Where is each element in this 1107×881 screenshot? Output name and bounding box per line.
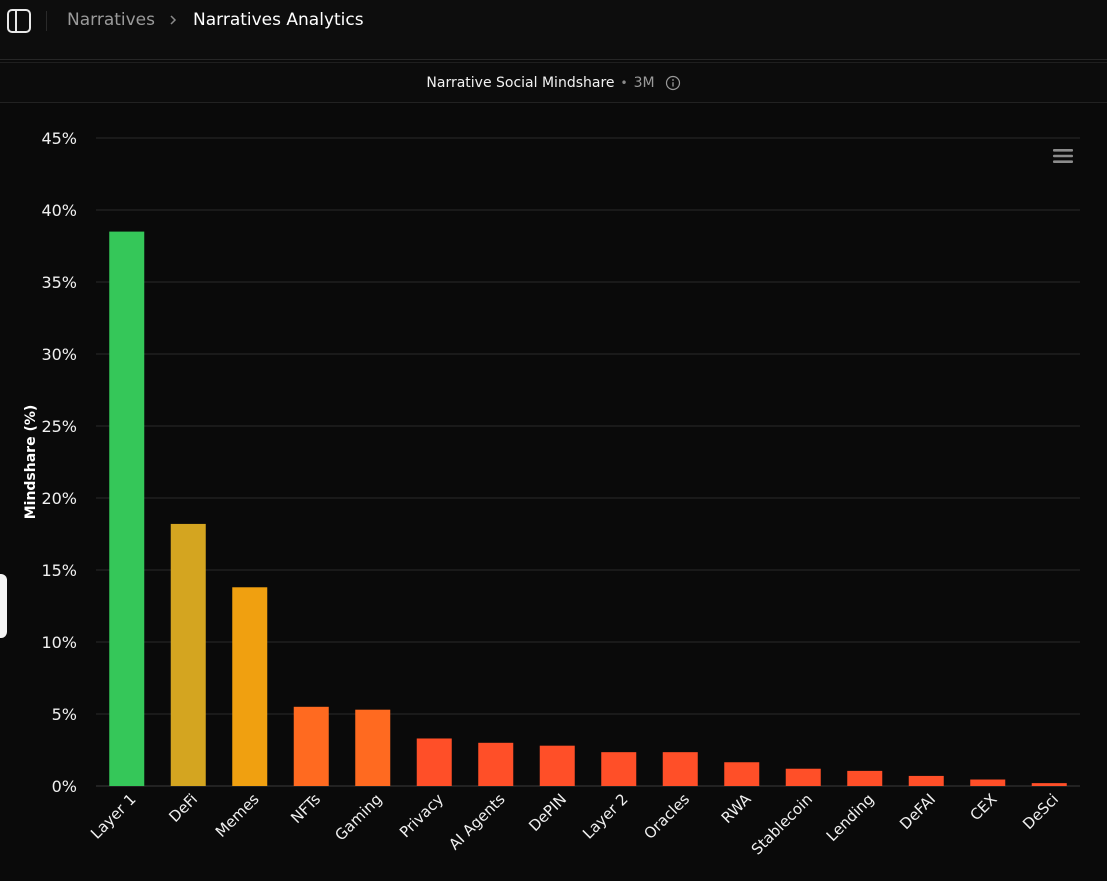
top-bar: Narratives Narratives Analytics [0,0,1107,60]
y-tick-label: 5% [52,705,77,724]
bar [601,752,637,786]
sidebar-panel-icon[interactable] [6,8,32,34]
x-tick-label: Gaming [331,790,385,844]
bar [109,231,145,787]
x-tick-label: Layer 2 [579,790,631,842]
x-tick-label: DeSci [1019,790,1062,833]
y-tick-label: 45% [41,129,77,148]
bar [785,768,821,786]
x-tick-label: DeFi [165,790,201,826]
x-tick-label: DeFAI [896,790,939,833]
y-tick-label: 20% [41,489,77,508]
toolbar-divider [46,11,47,31]
y-tick-label: 15% [41,561,77,580]
chart-header: Narrative Social Mindshare • 3M [0,63,1107,103]
breadcrumb-current: Narratives Analytics [193,10,364,30]
side-drawer-handle[interactable] [0,574,7,638]
chevron-right-icon [166,11,180,29]
bar [724,762,760,786]
x-tick-label: DePIN [525,790,570,835]
y-tick-label: 25% [41,417,77,436]
bar [908,775,944,786]
bar [293,706,329,786]
chart-title: Narrative Social Mindshare [426,74,615,91]
y-tick-label: 10% [41,633,77,652]
y-axis-title: Mindshare (%) [23,405,39,520]
bar [232,587,268,786]
bar [478,742,514,786]
bar [970,779,1006,786]
bar [847,770,883,786]
bar [539,745,575,786]
info-icon[interactable] [665,75,681,91]
x-tick-label: Lending [823,790,878,845]
y-tick-label: 40% [41,201,77,220]
x-tick-label: CEX [966,790,1000,824]
x-tick-label: RWA [718,790,755,827]
x-tick-label: AI Agents [445,790,509,854]
bar [1031,783,1067,786]
time-range[interactable]: 3M [633,74,655,91]
separator-dot: • [620,75,628,90]
x-tick-label: Stablecoin [748,790,816,858]
bar [355,709,391,786]
bar [416,738,452,786]
bar [662,752,698,786]
y-tick-label: 35% [41,273,77,292]
x-tick-label: Memes [212,790,263,841]
hamburger-menu-icon[interactable] [1051,146,1075,166]
bar [170,523,206,786]
x-tick-label: Oracles [640,790,693,843]
x-tick-label: Privacy [396,790,447,841]
y-tick-label: 0% [52,777,77,796]
y-tick-label: 30% [41,345,77,364]
x-tick-label: NFTs [287,790,324,827]
breadcrumb-narratives[interactable]: Narratives [67,10,155,30]
x-tick-label: Layer 1 [87,790,139,842]
